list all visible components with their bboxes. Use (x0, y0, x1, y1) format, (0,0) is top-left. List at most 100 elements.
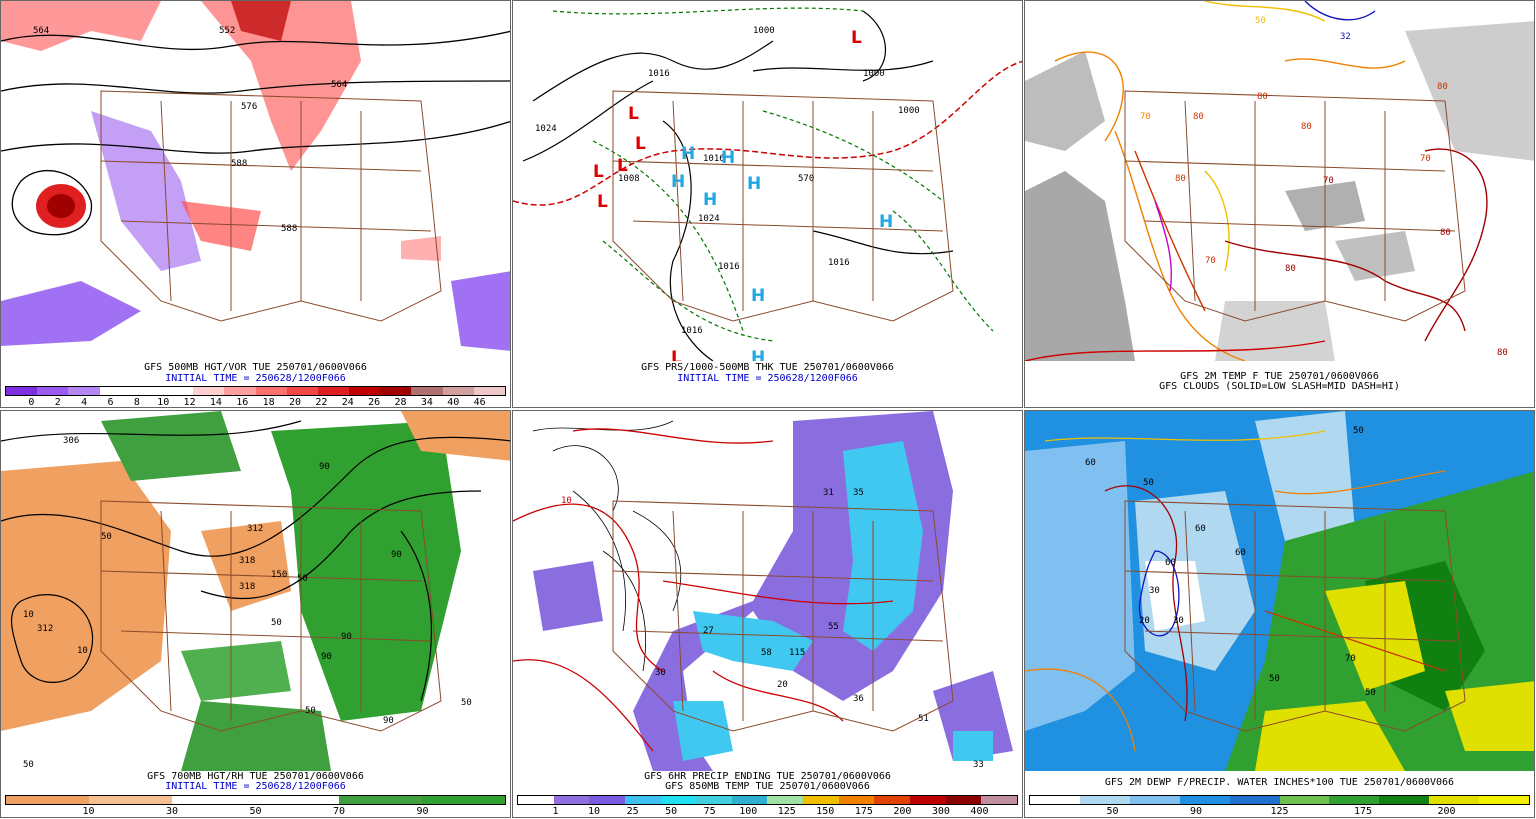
colorbar-tick-label: 46 (473, 397, 486, 408)
colorbar-ticks: 0 2 4 6 8 10 12 14 16 18 20 22 24 26 28 34 40 46 (5, 397, 506, 408)
colorbar-swatch (224, 387, 256, 395)
colorbar-tick-label: 4 (81, 397, 88, 408)
contour-label: 58 (761, 648, 772, 658)
contour-label: 1016 (648, 69, 670, 79)
contour-label: 50 (23, 760, 34, 770)
contour-label: 50 (1353, 426, 1364, 436)
contour-label: 70 (1323, 176, 1334, 186)
high-pressure-marker: H (751, 348, 765, 361)
colorbar-tick-label: 10 (588, 806, 601, 817)
colorbar (517, 795, 1018, 805)
colorbar-tick-label: 26 (368, 397, 381, 408)
contour-label: 564 (33, 26, 49, 36)
contour-label: 115 (789, 648, 805, 658)
contour-label: 1024 (698, 214, 720, 224)
colorbar-swatch (696, 796, 732, 804)
colorbar-swatch (349, 387, 381, 395)
panel-title: GFS 700MB HGT/RH TUE 250701/0600V066 (147, 771, 364, 782)
colorbar-tick-label: 14 (209, 397, 222, 408)
low-pressure-marker: L (671, 348, 682, 361)
contour-label: 1016 (681, 326, 703, 336)
colorbar-tick-label: 300 (931, 806, 950, 817)
colorbar-swatch (518, 796, 554, 804)
precip-map: 10 30 31 35 20 58 115 55 36 51 33 27 (513, 411, 1022, 771)
colorbar-swatch (981, 796, 1017, 804)
colorbar-tick-label: 175 (1353, 806, 1373, 817)
contour-label: 318 (239, 582, 255, 592)
colorbar-swatch (1379, 796, 1430, 804)
high-pressure-marker: H (681, 144, 695, 164)
colorbar-tick-label: 25 (626, 806, 639, 817)
low-pressure-marker: L (597, 192, 608, 212)
colorbar-swatch (1079, 796, 1130, 804)
colorbar-swatch (1279, 796, 1330, 804)
panel-title: GFS 2M DEWP F/PRECIP. WATER INCHES*100 T… (1104, 777, 1455, 788)
contour-label: 60 (1165, 558, 1176, 568)
panel-500mb-vorticity: 564 552 564 576 588 588 GFS 500MB HGT/VO… (0, 0, 511, 408)
contour-label: 33 (973, 760, 984, 770)
contour-label: 70 (1345, 654, 1356, 664)
contour-label: 90 (319, 462, 330, 472)
contour-label: 1000 (863, 69, 885, 79)
contour-label: 50 (305, 706, 316, 716)
contour-label: 1000 (753, 26, 775, 36)
initial-time: INITIAL TIME = 250628/1200F066 (677, 373, 858, 384)
colorbar-tick-label: 10 (157, 397, 170, 408)
contour-label: 50 (271, 618, 282, 628)
colorbar-swatch (1229, 796, 1280, 804)
contour-label: 90 (321, 652, 332, 662)
contour-label: 1000 (898, 106, 920, 116)
colorbar-tick-label: 125 (777, 806, 796, 817)
contour-label: 80 (1193, 112, 1204, 122)
colorbar-tick-label: 50 (249, 806, 262, 817)
pressure-map: 1016 1024 1000 1000 1008 1016 1016 1016 … (513, 1, 1022, 361)
colorbar-tick-label: 28 (394, 397, 407, 408)
vorticity-map: 564 552 564 576 588 588 (1, 1, 510, 361)
colorbar-swatch (380, 387, 412, 395)
contour-label: 36 (853, 694, 864, 704)
contour-label: 30 (655, 668, 666, 678)
colorbar-tick-label: 70 (332, 806, 346, 817)
contour-label: 50 (1143, 478, 1154, 488)
temperature-map: 50 70 80 80 70 80 80 70 80 80 70 80 80 3… (1025, 1, 1534, 361)
colorbar-swatch (945, 796, 982, 804)
cloud-legend: GFS CLOUDS (SOLID=LOW SLASH=MID DASH=HI) (1159, 381, 1400, 392)
contour-label: 60 (1085, 458, 1096, 468)
high-pressure-marker: H (751, 286, 765, 306)
colorbar-swatch (1329, 796, 1380, 804)
contour-label: 10 (23, 610, 34, 620)
colorbar-tick-label: 90 (1189, 806, 1203, 817)
contour-label: 552 (219, 26, 235, 36)
contour-label: 50 (461, 698, 472, 708)
contour-label: 306 (63, 436, 79, 446)
panel-pressure-thickness: 1016 1024 1000 1000 1008 1016 1016 1016 … (512, 0, 1023, 408)
contour-label: 50 (1269, 674, 1280, 684)
colorbar-tick-label: 34 (420, 397, 433, 408)
contour-label: 80 (1301, 122, 1312, 132)
colorbar-swatch (255, 387, 287, 395)
contour-label: 20 (1139, 616, 1150, 626)
high-pressure-marker: H (747, 174, 761, 194)
colorbar-tick-label: 16 (236, 397, 249, 408)
colorbar-swatch (553, 796, 590, 804)
contour-label: 1016 (828, 258, 850, 268)
colorbar-swatch (731, 796, 768, 804)
high-pressure-marker: H (671, 172, 685, 192)
colorbar-tick-label: 150 (816, 806, 835, 817)
colorbar-tick-label: 0 (28, 397, 35, 408)
contour-label: 50 (1255, 16, 1266, 26)
contour-label: 60 (1195, 524, 1206, 534)
colorbar-swatch (89, 796, 173, 804)
colorbar-tick-label: 90 (416, 806, 429, 817)
colorbar-swatch (99, 387, 131, 395)
contour-label: 1016 (718, 262, 740, 272)
colorbar (1029, 795, 1530, 805)
colorbar-swatch (6, 387, 38, 395)
colorbar-swatch (442, 387, 474, 395)
panel-subtitle: GFS 850MB TEMP TUE 250701/0600V066 (665, 781, 870, 792)
colorbar-swatch (1179, 796, 1230, 804)
colorbar-tick-label: 175 (854, 806, 873, 817)
low-pressure-marker: L (617, 156, 628, 176)
colorbar-swatch (624, 796, 661, 804)
colorbar-ticks: 1 10 25 50 75 100 125 150 175 200 300 400 (517, 806, 1018, 817)
